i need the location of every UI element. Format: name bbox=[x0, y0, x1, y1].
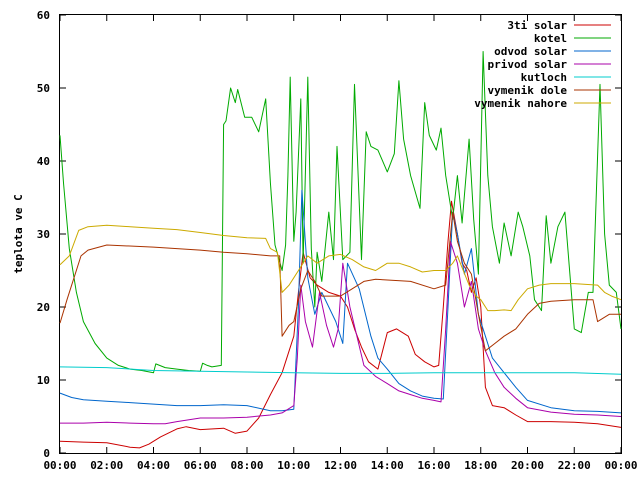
y-axis-label: teplota ve C bbox=[12, 194, 25, 273]
y-axis-ticks: 0 10 20 30 40 50 60 bbox=[37, 9, 621, 460]
y-tick-label: 10 bbox=[37, 374, 50, 387]
series-line-kutloch bbox=[59, 366, 622, 375]
y-tick-label: 0 bbox=[43, 447, 50, 460]
x-tick-label: 12:00 bbox=[324, 459, 357, 472]
plot-frame bbox=[59, 14, 622, 454]
legend-label: kutloch bbox=[521, 71, 567, 84]
y-tick-label: 20 bbox=[37, 301, 50, 314]
y-tick-label: 40 bbox=[37, 155, 50, 168]
series-line-3ti-solar bbox=[59, 200, 622, 449]
x-tick-label: 00:00 bbox=[43, 459, 76, 472]
legend-label: kotel bbox=[534, 32, 567, 45]
x-tick-label: 16:00 bbox=[417, 459, 450, 472]
x-tick-label: 08:00 bbox=[230, 459, 263, 472]
series-line-vymenik-nahore bbox=[59, 224, 622, 312]
series-line-kotel bbox=[59, 51, 622, 374]
legend-label: odvod solar bbox=[494, 45, 567, 58]
legend-label: privod solar bbox=[488, 58, 568, 71]
legend-label: 3ti solar bbox=[507, 19, 567, 32]
series-lines bbox=[59, 51, 622, 449]
legend-label: vymenik dole bbox=[488, 84, 568, 97]
series-line-privod-solar bbox=[60, 240, 622, 425]
y-tick-label: 30 bbox=[37, 228, 50, 241]
legend-label: vymenik nahore bbox=[474, 97, 567, 110]
series-line-vymenik-dole bbox=[59, 211, 621, 352]
y-tick-label: 50 bbox=[37, 82, 50, 95]
x-tick-label: 14:00 bbox=[371, 459, 404, 472]
x-tick-label: 20:00 bbox=[511, 459, 544, 472]
y-tick-label: 60 bbox=[37, 9, 50, 22]
x-tick-label: 22:00 bbox=[558, 459, 591, 472]
x-tick-label: 02:00 bbox=[90, 459, 123, 472]
x-tick-label: 18:00 bbox=[464, 459, 497, 472]
x-axis-ticks: 00:00 02:00 04:00 06:00 08:00 10:00 12:00 14:00… bbox=[43, 15, 638, 472]
x-tick-label: 10:00 bbox=[277, 459, 310, 472]
x-tick-label: 00:00 bbox=[604, 459, 637, 472]
x-tick-label: 04:00 bbox=[137, 459, 170, 472]
x-tick-label: 06:00 bbox=[184, 459, 217, 472]
series-line-odvod-solar bbox=[59, 189, 622, 414]
